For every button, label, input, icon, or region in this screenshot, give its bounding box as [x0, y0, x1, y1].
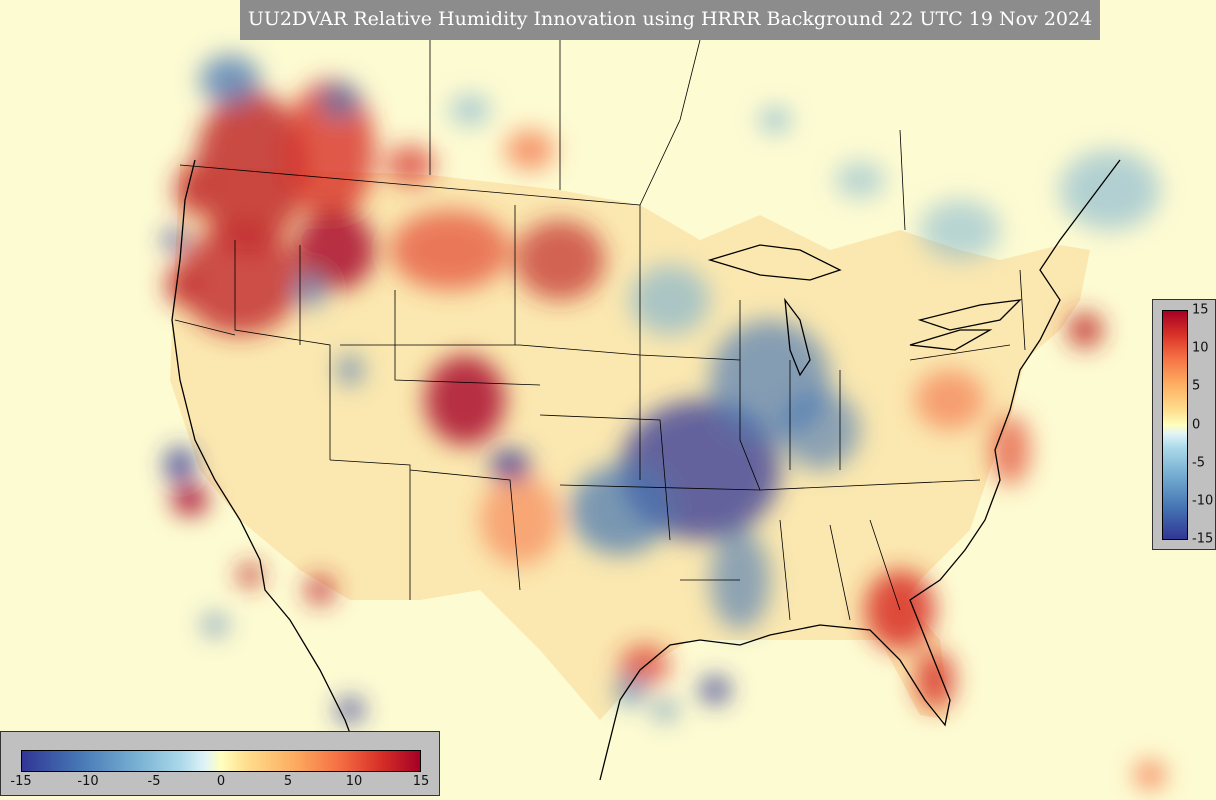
colorbar-tick: 5	[283, 774, 293, 789]
colorbar-tick: -15	[10, 774, 32, 789]
colorbar-gradient	[21, 750, 421, 772]
colorbar-tick: -10	[1192, 493, 1214, 509]
colorbar-tick: 5	[1192, 378, 1201, 394]
colorbar-right: 15 10 5 0 -5 -10 -15	[1152, 299, 1216, 550]
colorbar-tick: 0	[1192, 417, 1201, 433]
coastlines	[171, 159, 1121, 781]
colorbar-tick: 10	[345, 774, 363, 789]
map-title: UU2DVAR Relative Humidity Innovation usi…	[240, 0, 1100, 40]
innovation-field	[163, 55, 1165, 789]
colorbar-tick: 10	[1192, 340, 1209, 356]
colorbar-tick: -15	[1192, 531, 1214, 547]
colorbar-gradient	[1162, 310, 1188, 540]
colorbar-bottom: -15 -10 -5 0 5 10 15	[0, 731, 440, 796]
colorbar-tick: -5	[1192, 455, 1205, 471]
colorbar-tick: 15	[1192, 302, 1209, 318]
colorbar-tick: -5	[147, 774, 161, 789]
colorbar-tick: 0	[216, 774, 226, 789]
colorbar-tick: -10	[77, 774, 99, 789]
state-borders	[174, 39, 1026, 621]
colorbar-tick: 15	[412, 774, 430, 789]
